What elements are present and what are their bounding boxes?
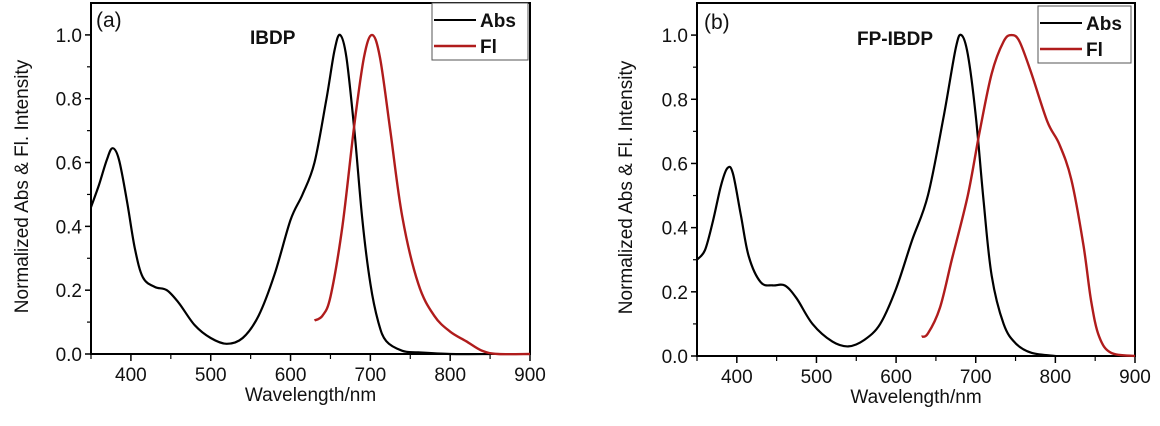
y-tick-label: 0.6 [56,154,82,175]
y-tick-label: 0.8 [662,90,688,111]
x-axis-label: Wavelength/nm [850,387,981,408]
y-axis-label: Normalized Abs & Fl. Intensity [616,60,637,314]
series-line-abs [89,33,491,356]
series-lines [89,33,531,356]
y-tick-label: 0.4 [56,217,83,238]
y-tick-label: 0.0 [56,345,82,366]
y-tick-label: 0.8 [56,90,82,111]
y-axis: 0.0 0.2 0.4 0.6 0.8 1.0 [662,26,697,368]
series-line-abs [696,33,1056,358]
legend: Abs Fl [431,2,529,61]
x-tick-label: 800 [1040,367,1072,388]
x-axis-label: Wavelength/nm [245,385,376,406]
compound-annotation: IBDP [250,28,296,49]
series-line-fl [313,33,531,356]
series-lines [696,33,1136,358]
panel-label: (b) [704,11,730,34]
legend-label-abs: Abs [480,11,516,32]
x-tick-label: 500 [195,365,227,386]
x-tick-label: 700 [355,365,387,386]
y-tick-label: 0.6 [662,154,688,175]
legend-box [431,2,529,61]
legend-label-abs: Abs [1086,14,1122,35]
x-tick-label: 600 [880,367,912,388]
compound-annotation: FP-IBDP [857,29,933,50]
plot-frame [696,2,1136,357]
panel-b: 0.0 0.2 0.4 0.6 0.8 1.0 400 500 600 700 800 900 (b… [616,2,1151,408]
y-tick-label: 0.4 [662,219,689,240]
y-axis: 0.0 0.2 0.4 0.6 0.8 1.0 [56,26,91,366]
panel-label: (a) [96,9,122,32]
plot-frame [90,2,531,355]
panel-a: 0.0 0.2 0.4 0.6 0.8 1.0 400 500 600 700 800 900 (a… [12,2,546,406]
y-tick-label: 0.0 [662,347,688,368]
x-tick-label: 900 [1119,367,1151,388]
y-tick-label: 0.2 [662,283,688,304]
x-tick-label: 800 [434,365,466,386]
x-tick-label: 600 [275,365,307,386]
legend-label-fl: Fl [480,37,497,58]
x-axis: 400 500 600 700 800 900 [696,356,1151,388]
x-tick-label: 900 [514,365,546,386]
y-tick-label: 0.2 [56,281,82,302]
x-tick-label: 400 [115,365,147,386]
x-tick-label: 700 [960,367,992,388]
legend: Abs Fl [1037,5,1132,64]
y-tick-label: 1.0 [662,26,688,47]
x-axis: 400 500 600 700 800 900 [90,354,546,386]
legend-box [1037,5,1132,64]
legend-label-fl: Fl [1086,40,1103,61]
x-tick-label: 500 [801,367,833,388]
x-tick-label: 400 [721,367,753,388]
y-axis-label: Normalized Abs & Fl. Intensity [12,59,33,313]
series-line-fl [921,33,1136,358]
y-tick-label: 1.0 [56,26,82,47]
